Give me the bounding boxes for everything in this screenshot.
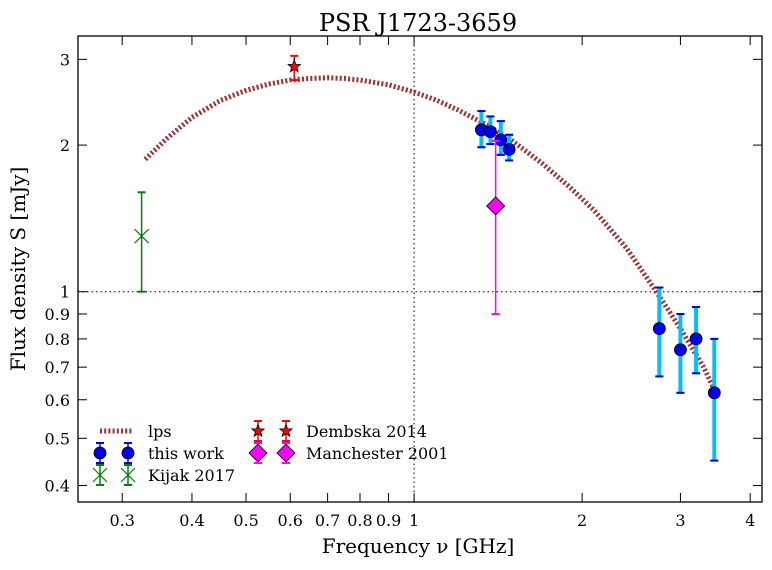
x-tick-label: 3 [675,511,685,530]
legend-label: Dembska 2014 [306,422,427,441]
data-point [494,133,508,147]
x-tick-label: 4 [745,511,755,530]
plot-frame [77,35,763,503]
data-point [674,343,687,357]
x-tick-label: 0.6 [278,511,303,530]
x-tick-label: 0.8 [347,511,372,530]
y-axis-label: Flux density S [mJy] [6,167,30,372]
x-tick-label: 0.7 [315,511,340,530]
x-axis-label: Frequency ν [GHz] [322,534,515,558]
y-tick-label: 0.8 [45,330,70,349]
data-point [486,196,506,216]
data-point [121,446,135,460]
data-point [250,423,266,438]
data-point [484,125,497,139]
lps-curve [143,75,717,391]
data-point [120,467,136,483]
x-tick-label: 0.4 [179,511,204,530]
data-point [134,228,150,244]
legend: lps this work Kijak 2017 Dembska 2014 Manche… [92,420,449,486]
x-tick-label: 0.5 [233,511,258,530]
chart-title: PSR J1723-3659 [319,9,517,37]
data-point [707,386,721,400]
legend-label: this work [148,444,224,463]
y-tick-label: 3 [60,50,70,69]
data-point [278,423,294,438]
data-point [287,58,302,73]
legend-label: lps [148,422,172,441]
data-point [689,332,703,346]
y-tick-label: 2 [60,136,70,155]
y-tick-label: 0.7 [45,358,70,377]
data-point [502,142,516,156]
data-point [93,446,107,460]
data-point [276,443,296,463]
x-tick-label: 0.3 [109,511,134,530]
y-tick-label: 0.4 [45,477,70,496]
y-tick-label: 0.6 [45,391,70,410]
legend-label: Manchester 2001 [306,444,449,463]
y-tick-label: 1 [60,283,70,302]
legend-label: Kijak 2017 [148,466,235,485]
data-point [652,322,666,335]
y-tick-label: 0.9 [45,305,70,324]
x-tick-label: 2 [577,511,587,530]
x-tick-label: 1 [409,511,419,530]
x-tick-label: 0.9 [376,511,401,530]
y-tick-label: 0.5 [45,429,70,448]
data-point [92,467,108,483]
data-point [248,443,268,463]
